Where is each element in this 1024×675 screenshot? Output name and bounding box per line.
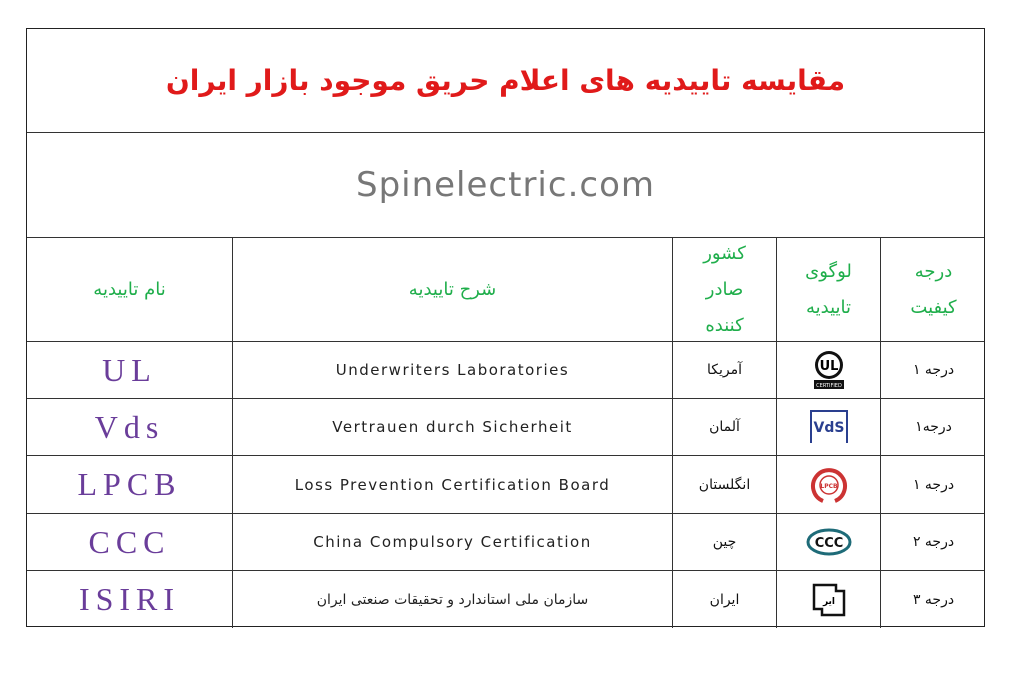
cert-country: آمریکا [673,342,777,398]
cert-name: LPCB [27,456,233,513]
svg-text:CCC: CCC [814,536,843,551]
website-text: Spinelectric.com [355,165,655,205]
cert-grade: درجه ۳ [912,591,955,608]
cert-grade: درجه ۲ [912,534,955,550]
header-logo: لوگوی تاییدیه [777,238,881,341]
ul-certified-logo: UL CERTIFIED [777,342,881,398]
header-grade: درجه کیفیت [910,260,957,318]
header-row: نام تاییدیه شرح تاییدیه کشور صادر کننده … [27,238,984,342]
svg-text:UL: UL [819,359,838,374]
website-row: Spinelectric.com [27,133,984,238]
isiri-logo: ﺍﯾﺮ [777,571,881,628]
svg-text:LPCB: LPCB [820,483,838,490]
lpcb-logo: LPCB [777,456,881,513]
header-name: نام تاییدیه [27,238,233,341]
cert-description: China Compulsory Certification [233,514,673,570]
cert-name: CCC [27,514,233,570]
header-description: شرح تاییدیه [233,238,673,341]
table-row: ISIRI سازمان ملی استاندارد و تحقیقات صنع… [27,571,984,628]
cert-description: Loss Prevention Certification Board [233,456,673,513]
cert-country: چین [673,514,777,570]
cert-description: Underwriters Laboratories [233,342,673,398]
cert-country: آلمان [673,399,777,455]
title-row: مقایسه تاییدیه های اعلام حریق موجود بازا… [27,29,984,133]
svg-text:CERTIFIED: CERTIFIED [816,383,842,389]
ccc-logo: CCC [777,514,881,570]
certification-table: مقایسه تاییدیه های اعلام حریق موجود بازا… [26,28,985,628]
svg-text:ﺍﯾﺮ: ﺍﯾﺮ [821,597,834,607]
cert-name: ISIRI [27,571,233,628]
cert-description: Vertrauen durch Sicherheit [233,399,673,455]
table-row: UL Underwriters Laboratories آمریکا UL CE… [27,342,984,399]
cert-name: UL [27,342,233,398]
header-country: کشور صادر کننده [673,238,777,341]
cert-country: انگلستان [673,456,777,513]
svg-text:VdS: VdS [813,420,844,436]
table-row: LPCB Loss Prevention Certification Board… [27,456,984,514]
page-title: مقایسه تاییدیه های اعلام حریق موجود بازا… [165,64,846,97]
cert-description: سازمان ملی استاندارد و تحقیقات صنعتی ایر… [233,571,673,628]
cert-grade: درجه۱ [915,419,952,435]
cert-grade: درجه ۱ [912,476,955,493]
cert-name: Vds [27,399,233,455]
cert-country: ایران [673,571,777,628]
table-row: CCC China Compulsory Certification چین C… [27,514,984,571]
table-row: Vds Vertrauen durch Sicherheit آلمان VdS… [27,399,984,456]
cert-grade: درجه ۱ [912,362,955,378]
vds-logo: VdS [777,399,881,455]
